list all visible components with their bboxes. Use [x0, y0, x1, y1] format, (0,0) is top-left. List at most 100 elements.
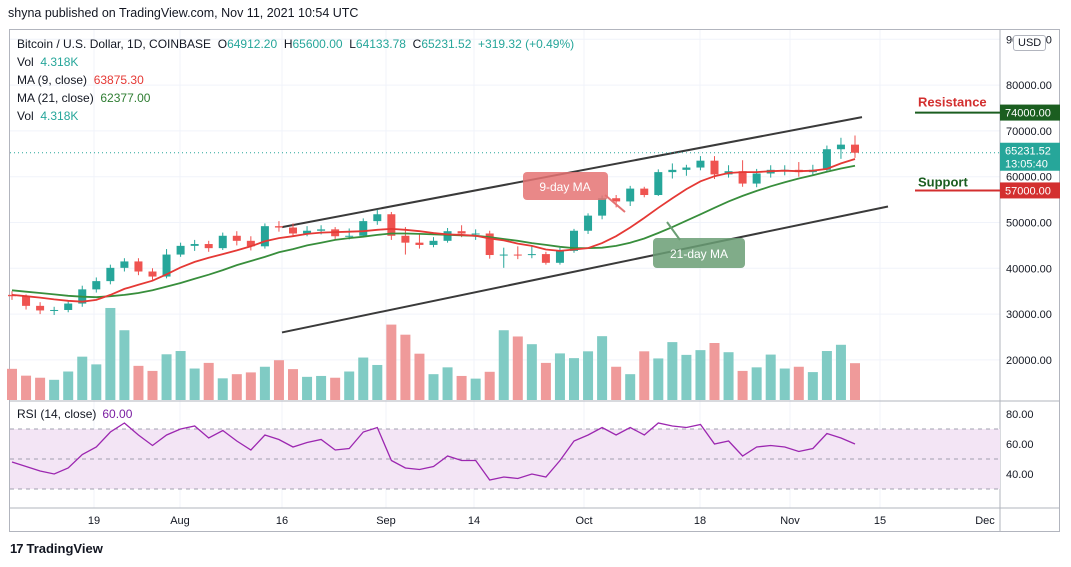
- candle-body: [120, 261, 129, 268]
- volume-bar: [189, 368, 200, 400]
- candle-body: [134, 261, 143, 272]
- volume-bar: [316, 375, 327, 400]
- volume-bar: [751, 367, 762, 400]
- rsi-legend: RSI (14, close) 60.00: [17, 407, 132, 421]
- price-axis-label: 70000.00: [1006, 126, 1052, 138]
- candle-body: [640, 188, 649, 196]
- ma9-callout: 9-day MA: [539, 180, 590, 194]
- last-price-tag-text: 13:05:40: [1005, 159, 1048, 171]
- tradingview-logo[interactable]: 17 TradingView: [10, 541, 103, 556]
- legend-open: 64912.20: [227, 37, 278, 51]
- volume-bar: [259, 366, 270, 400]
- volume-bar: [7, 368, 17, 400]
- candle-body: [682, 167, 691, 170]
- candle-body: [92, 281, 101, 290]
- candle-body: [836, 144, 845, 150]
- volume-bar: [35, 377, 46, 400]
- volume-bar: [498, 330, 509, 400]
- rsi-legend-value: 60.00: [102, 407, 133, 421]
- volume-bar: [512, 336, 523, 400]
- volume-bar: [288, 369, 298, 400]
- volume-bar: [723, 352, 734, 400]
- candle-body: [457, 231, 466, 234]
- volume-bar: [344, 371, 355, 400]
- volume-bar: [765, 354, 776, 400]
- volume-bar: [245, 372, 256, 400]
- chart-frame[interactable]: [9, 29, 1060, 532]
- volume-bar: [484, 371, 495, 400]
- volume-bar: [414, 353, 425, 400]
- volume-bar: [147, 370, 158, 400]
- volume-bar: [807, 372, 818, 400]
- legend-vol-row: Vol 4.318K: [17, 53, 574, 71]
- currency-button[interactable]: USD: [1013, 35, 1047, 51]
- tradingview-logo-text: TradingView: [26, 541, 103, 556]
- candle-body: [499, 254, 508, 256]
- lower-channel-line: [281, 205, 889, 334]
- candle-body: [176, 245, 185, 255]
- legend-vol2-value: 4.318K: [40, 109, 79, 123]
- support-tag-text: 57000.00: [1005, 185, 1051, 197]
- candle-body: [584, 215, 593, 231]
- candle-body: [570, 230, 578, 251]
- time-axis-label: 18: [694, 515, 706, 527]
- candle-body: [598, 198, 607, 216]
- candle-body: [752, 173, 761, 184]
- candle-body: [274, 226, 283, 228]
- volume-bar: [105, 307, 116, 400]
- candle-body: [317, 229, 326, 231]
- legend-ohlc-row: Bitcoin / U.S. Dollar, 1D, COINBASE O649…: [17, 35, 574, 53]
- volume-bar: [372, 364, 383, 400]
- legend-vol2-row: Vol 4.318K: [17, 107, 574, 125]
- candle-body: [555, 250, 564, 263]
- legend-ma9-row: MA (9, close) 63875.30: [17, 71, 574, 89]
- candle-body: [443, 231, 452, 241]
- candle-body: [387, 214, 396, 236]
- volume-bar: [400, 334, 411, 400]
- volume-bar: [695, 350, 706, 400]
- candle-body: [851, 144, 859, 153]
- rsi-axis-label: 60.00: [1006, 439, 1034, 451]
- candle-body: [345, 235, 354, 237]
- volume-bar: [21, 375, 32, 400]
- time-axis-label: Nov: [780, 515, 800, 527]
- volume-bar: [77, 356, 88, 400]
- candle-body: [232, 235, 241, 241]
- candle-body: [218, 235, 227, 249]
- price-axis-label: 50000.00: [1006, 218, 1052, 230]
- ma21-callout-bg: [653, 238, 745, 268]
- candle-body: [260, 226, 269, 247]
- candle-body: [204, 244, 213, 249]
- volume-bar: [231, 374, 242, 400]
- candle-body: [654, 172, 663, 196]
- volume-bar: [835, 344, 846, 400]
- time-axis-label: Oct: [575, 515, 592, 527]
- volume-bar: [667, 342, 678, 400]
- volume-bar: [526, 344, 537, 400]
- volume-bar: [217, 378, 228, 400]
- volume-bar: [386, 324, 397, 400]
- candle-body: [106, 267, 115, 282]
- price-axis-label: 60000.00: [1006, 172, 1052, 184]
- candle-body: [738, 171, 747, 184]
- volume-bar: [737, 370, 748, 400]
- volume-bar: [597, 336, 608, 400]
- time-axis-label: 19: [88, 515, 100, 527]
- volume-bar: [611, 366, 622, 400]
- candle-body: [696, 160, 705, 168]
- rsi-axis-label: 40.00: [1006, 469, 1034, 481]
- candle-body: [50, 309, 59, 311]
- candle-body: [359, 221, 368, 236]
- volume-bar: [681, 354, 692, 400]
- volume-bar: [569, 358, 579, 400]
- ma9-callout-bg: [523, 172, 608, 200]
- legend-ma9-label: MA (9, close): [17, 73, 88, 87]
- candle-body: [22, 296, 31, 306]
- volume-bar: [625, 374, 636, 400]
- candle-body: [148, 271, 157, 277]
- resistance-annotation: Resistance: [918, 95, 987, 110]
- legend-change: +319.32 (+0.49%): [478, 37, 575, 51]
- candle-body: [541, 254, 550, 263]
- volume-bar: [821, 351, 832, 400]
- rsi-axis-label: 80.00: [1006, 409, 1034, 421]
